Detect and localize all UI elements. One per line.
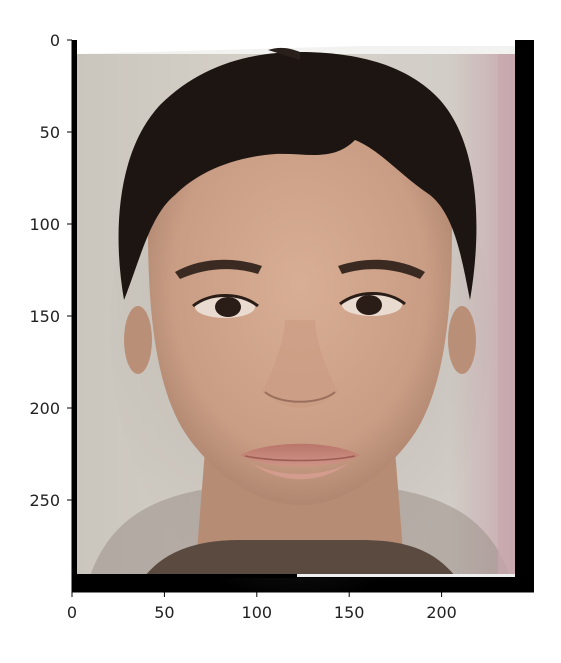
x-tick-label: 100 [242,603,273,622]
y-tick-label: 0 [50,31,60,50]
x-tick-label: 0 [67,603,77,622]
y-tick-label: 200 [29,399,60,418]
axes: 0 50 100 150 200 250 0 50 100 150 200 [29,31,534,622]
y-ticks: 0 50 100 150 200 250 [29,31,72,510]
x-tick-label: 200 [426,603,457,622]
x-tick-label: 150 [334,603,365,622]
y-tick-label: 50 [40,123,60,142]
x-ticks: 0 50 100 150 200 [67,592,457,622]
face-image [72,40,534,592]
y-tick-label: 250 [29,491,60,510]
x-tick-label: 50 [154,603,174,622]
y-tick-label: 100 [29,215,60,234]
y-tick-label: 150 [29,307,60,326]
